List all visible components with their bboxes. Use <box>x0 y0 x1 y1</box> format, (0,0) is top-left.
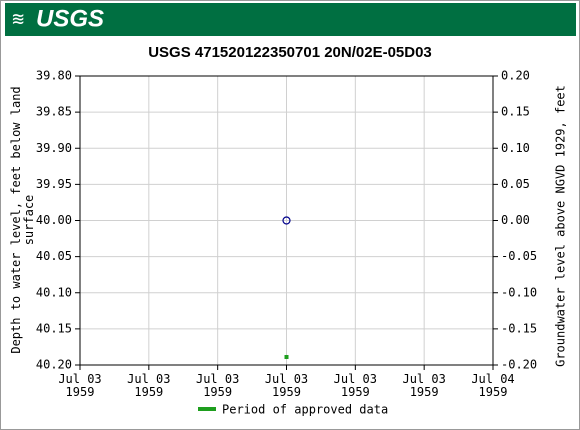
y2-tick-label: -0.10 <box>501 285 537 299</box>
y2-tick-label: -0.15 <box>501 321 537 335</box>
y-tick-label: 40.00 <box>36 213 72 227</box>
data-point <box>282 216 291 225</box>
plot-border <box>79 75 494 366</box>
x-tick-label: Jul 03 1959 <box>195 372 240 399</box>
y2-tick-label: 0.00 <box>501 213 530 227</box>
y2-tick-label: -0.20 <box>501 358 537 372</box>
y-tick-label: 40.05 <box>36 249 72 263</box>
y2-tick-label: 0.10 <box>501 141 530 155</box>
y2-tick-label: 0.20 <box>501 69 530 83</box>
x-tick-label: Jul 04 1959 <box>471 372 515 399</box>
approved-period <box>284 355 289 359</box>
y-tick-label: 40.15 <box>36 321 72 335</box>
y-tick-label: 39.90 <box>36 141 72 155</box>
y-tick-label: 39.80 <box>36 69 72 83</box>
x-tick-label: Jul 03 1959 <box>127 372 171 399</box>
y-tick-label: 39.85 <box>36 105 72 119</box>
y-tick-label: 39.95 <box>36 177 72 191</box>
logo: USGS <box>36 5 104 32</box>
y2-tick-label: 0.05 <box>501 177 530 191</box>
x-tick-label: Jul 03 1959 <box>264 372 309 399</box>
x-tick-label: Jul 03 1959 <box>58 372 102 399</box>
legend-label: Period of approved data <box>222 403 388 417</box>
x-tick-label: Jul 03 1959 <box>402 372 446 399</box>
x-tick-label: Jul 03 1959 <box>333 372 377 399</box>
y-tick-label: 40.10 <box>36 285 72 299</box>
header-bar <box>5 3 576 36</box>
logo-icon: ≋ <box>12 7 24 31</box>
chart-title: USGS 471520122350701 20N/02E-05D03 <box>148 44 432 61</box>
y2-tick-label: 0.15 <box>501 105 530 119</box>
y2-tick-label: -0.05 <box>501 249 537 263</box>
y2-axis-title: Groundwater level above NGVD 1929, feet <box>554 85 568 367</box>
y-axis-title: Depth to water level, feet below land su… <box>9 86 36 354</box>
y-tick-label: 40.20 <box>36 358 72 372</box>
